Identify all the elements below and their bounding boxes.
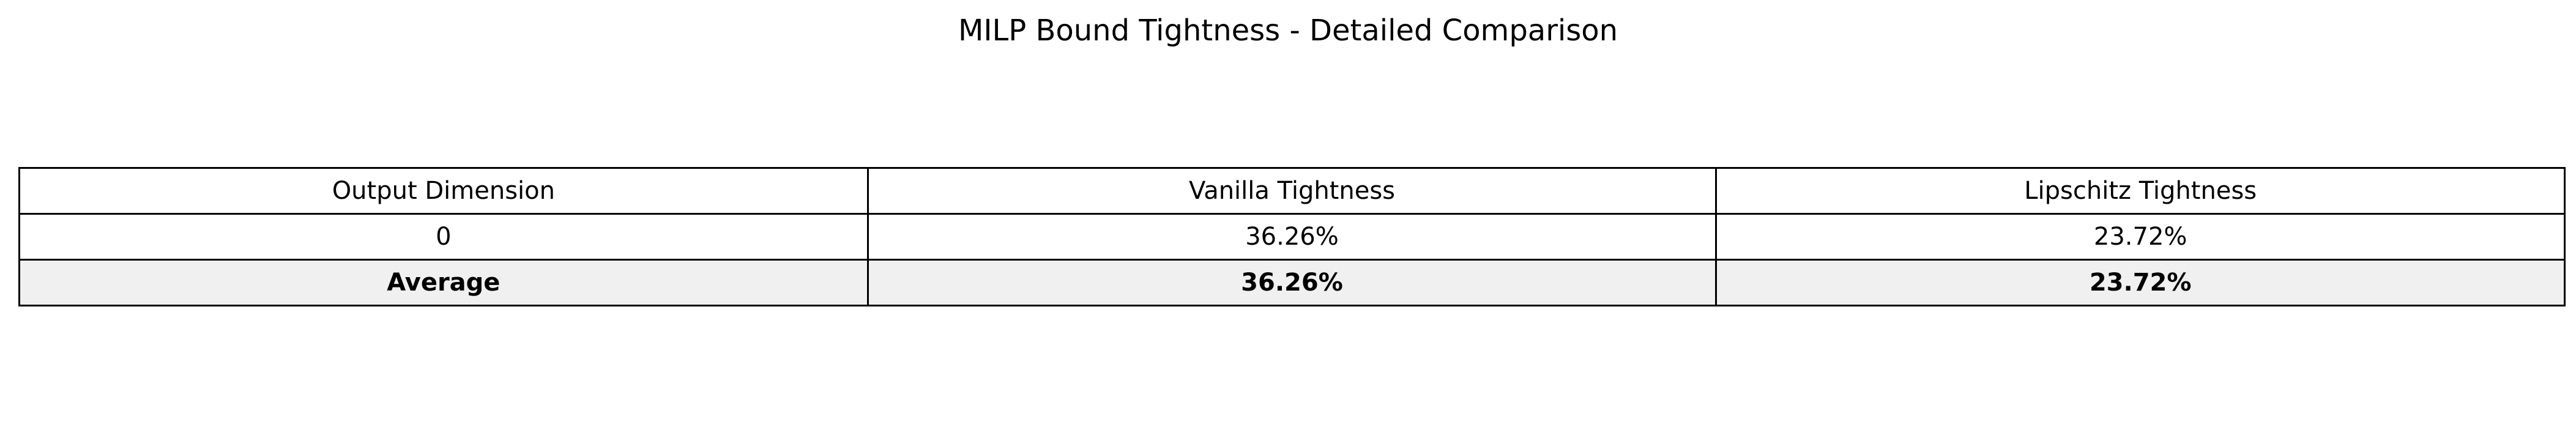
comparison-table: Output Dimension Vanilla Tightness Lipsc… bbox=[18, 167, 2566, 306]
average-cell: 23.72% bbox=[1715, 259, 2566, 306]
column-header: Output Dimension bbox=[18, 167, 869, 215]
column-header: Lipschitz Tightness bbox=[1715, 167, 2566, 215]
table-cell: 0 bbox=[18, 213, 869, 261]
table-cell: 36.26% bbox=[866, 213, 1718, 261]
table-row: 0 36.26% 23.72% bbox=[18, 213, 2566, 261]
table-cell: 23.72% bbox=[1715, 213, 2566, 261]
average-label-cell: Average bbox=[18, 259, 869, 306]
average-cell: 36.26% bbox=[866, 259, 1718, 306]
table-header-row: Output Dimension Vanilla Tightness Lipsc… bbox=[18, 167, 2566, 215]
chart-title: MILP Bound Tightness - Detailed Comparis… bbox=[958, 13, 1618, 48]
average-row: Average 36.26% 23.72% bbox=[18, 259, 2566, 306]
column-header: Vanilla Tightness bbox=[866, 167, 1718, 215]
